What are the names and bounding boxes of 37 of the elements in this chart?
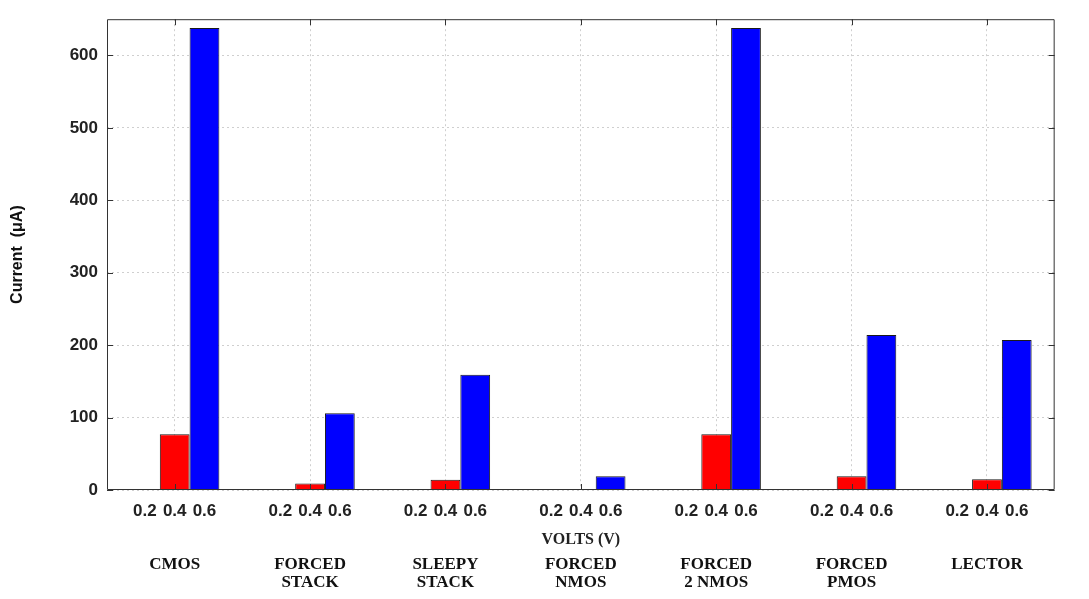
y-tick-label: 200 [69, 334, 98, 354]
text: 0.6 [328, 500, 352, 520]
text: 0.6 [598, 500, 623, 520]
y-tick-label: 100 [69, 407, 98, 427]
x-axis-title: VOLTS (V) [541, 530, 621, 549]
text: 0.6 [869, 500, 894, 520]
text: 0.4 [298, 500, 322, 520]
text: 0.4 [704, 500, 729, 520]
text: 0.2 [539, 500, 563, 520]
text: 0.6 [734, 500, 758, 520]
text: 0.2 [674, 500, 699, 520]
text: 0.4 [433, 500, 458, 520]
text: 0.4 [569, 500, 593, 520]
x-tick-label: FORCED 2 NMOS [680, 554, 753, 592]
x-tick-label: LECTOR [951, 554, 1024, 574]
y-tick-label: 0 [88, 479, 98, 499]
y-axis-title: Current (μA) [8, 205, 26, 304]
text: 0.6 [463, 500, 488, 520]
x-tick-label: FORCED PMOS [815, 554, 888, 592]
x-tick-label: CMOS [149, 554, 201, 574]
text: 0.2 [809, 500, 834, 520]
legend-label: 0.2 [133, 500, 157, 520]
series-label: 0.4 [162, 500, 188, 520]
y-tick-label: 400 [69, 189, 98, 209]
text: 0.2 [403, 500, 428, 520]
y-tick-label: 300 [69, 262, 98, 282]
x-tick-label: FORCED NMOS [544, 554, 617, 592]
y-tick-label: 500 [69, 117, 98, 137]
text: 0.4 [975, 500, 999, 520]
text: 0.2 [268, 500, 293, 520]
x-tick-label: FORCED STACK [274, 554, 346, 592]
text: 0.4 [839, 500, 864, 520]
x-tick-label: SLEEPY STACK [412, 554, 479, 592]
text: 0.6 [1004, 500, 1029, 520]
text: 0.2 [945, 500, 970, 520]
y-tick-label: 600 [69, 45, 98, 65]
series-label: 0.6 [192, 500, 217, 520]
